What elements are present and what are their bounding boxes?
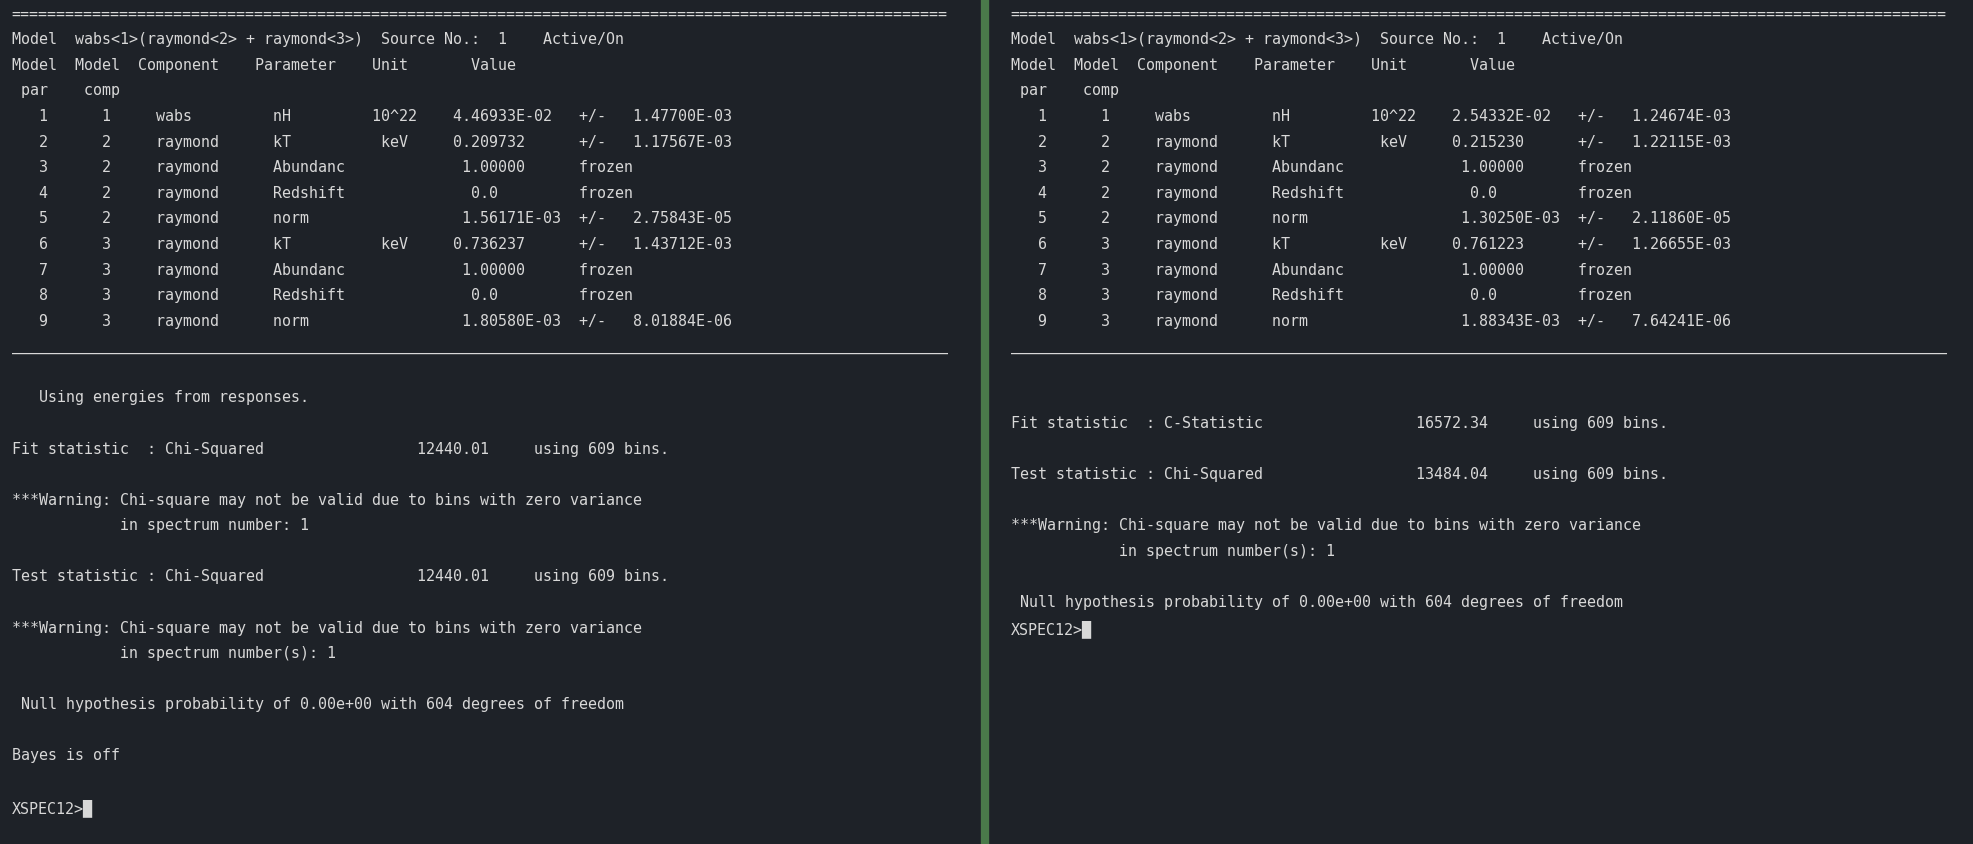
Text: 7      3     raymond      Abundanc             1.00000      frozen: 7 3 raymond Abundanc 1.00000 frozen (1010, 262, 1632, 278)
Text: Bayes is off: Bayes is off (12, 749, 120, 764)
Text: 9      3     raymond      norm                 1.88343E-03  +/-   7.64241E-06: 9 3 raymond norm 1.88343E-03 +/- 7.64241… (1010, 314, 1730, 328)
Text: ***Warning: Chi-square may not be valid due to bins with zero variance: ***Warning: Chi-square may not be valid … (1010, 518, 1640, 533)
Text: 6      3     raymond      kT          keV     0.761223      +/-   1.26655E-03: 6 3 raymond kT keV 0.761223 +/- 1.26655E… (1010, 237, 1730, 252)
Text: Using energies from responses.: Using energies from responses. (12, 391, 308, 405)
Text: par    comp: par comp (12, 84, 120, 99)
Text: ================================================================================: ========================================… (12, 7, 947, 22)
Text: Model  Model  Component    Parameter    Unit       Value: Model Model Component Parameter Unit Val… (1010, 58, 1513, 73)
Text: Fit statistic  : Chi-Squared                 12440.01     using 609 bins.: Fit statistic : Chi-Squared 12440.01 usi… (12, 441, 669, 457)
Text: 1      1     wabs         nH         10^22    2.54332E-02   +/-   1.24674E-03: 1 1 wabs nH 10^22 2.54332E-02 +/- 1.2467… (1010, 109, 1730, 124)
Text: par    comp: par comp (1010, 84, 1119, 99)
Text: 7      3     raymond      Abundanc             1.00000      frozen: 7 3 raymond Abundanc 1.00000 frozen (12, 262, 633, 278)
Text: 9      3     raymond      norm                 1.80580E-03  +/-   8.01884E-06: 9 3 raymond norm 1.80580E-03 +/- 8.01884… (12, 314, 732, 328)
Text: Test statistic : Chi-Squared                 12440.01     using 609 bins.: Test statistic : Chi-Squared 12440.01 us… (12, 570, 669, 584)
Text: 8      3     raymond      Redshift              0.0         frozen: 8 3 raymond Redshift 0.0 frozen (1010, 288, 1632, 303)
Text: Null hypothesis probability of 0.00e+00 with 604 degrees of freedom: Null hypothesis probability of 0.00e+00 … (12, 697, 623, 712)
Text: XSPEC12>█: XSPEC12>█ (1010, 620, 1091, 638)
Text: 8      3     raymond      Redshift              0.0         frozen: 8 3 raymond Redshift 0.0 frozen (12, 288, 633, 303)
Text: 1      1     wabs         nH         10^22    4.46933E-02   +/-   1.47700E-03: 1 1 wabs nH 10^22 4.46933E-02 +/- 1.4770… (12, 109, 732, 124)
Text: 3      2     raymond      Abundanc             1.00000      frozen: 3 2 raymond Abundanc 1.00000 frozen (1010, 160, 1632, 176)
Text: ***Warning: Chi-square may not be valid due to bins with zero variance: ***Warning: Chi-square may not be valid … (12, 493, 641, 508)
Text: ________________________________________________________________________________: ________________________________________… (1010, 339, 1945, 354)
Text: ***Warning: Chi-square may not be valid due to bins with zero variance: ***Warning: Chi-square may not be valid … (12, 620, 641, 636)
Text: in spectrum number: 1: in spectrum number: 1 (12, 518, 308, 533)
Text: 4      2     raymond      Redshift              0.0         frozen: 4 2 raymond Redshift 0.0 frozen (1010, 186, 1632, 201)
Text: ________________________________________________________________________________: ________________________________________… (12, 339, 947, 354)
Text: Fit statistic  : C-Statistic                 16572.34     using 609 bins.: Fit statistic : C-Statistic 16572.34 usi… (1010, 416, 1667, 431)
Text: in spectrum number(s): 1: in spectrum number(s): 1 (1010, 544, 1334, 559)
Text: XSPEC12>█: XSPEC12>█ (12, 799, 93, 817)
Text: ================================================================================: ========================================… (1010, 7, 1945, 22)
Text: Test statistic : Chi-Squared                 13484.04     using 609 bins.: Test statistic : Chi-Squared 13484.04 us… (1010, 467, 1667, 482)
Text: Model  wabs<1>(raymond<2> + raymond<3>)  Source No.:  1    Active/On: Model wabs<1>(raymond<2> + raymond<3>) S… (12, 32, 623, 47)
Text: Model  Model  Component    Parameter    Unit       Value: Model Model Component Parameter Unit Val… (12, 58, 515, 73)
Text: Model  wabs<1>(raymond<2> + raymond<3>)  Source No.:  1    Active/On: Model wabs<1>(raymond<2> + raymond<3>) S… (1010, 32, 1622, 47)
Text: 2      2     raymond      kT          keV     0.209732      +/-   1.17567E-03: 2 2 raymond kT keV 0.209732 +/- 1.17567E… (12, 135, 732, 149)
Text: 5      2     raymond      norm                 1.56171E-03  +/-   2.75843E-05: 5 2 raymond norm 1.56171E-03 +/- 2.75843… (12, 211, 732, 226)
Text: 5      2     raymond      norm                 1.30250E-03  +/-   2.11860E-05: 5 2 raymond norm 1.30250E-03 +/- 2.11860… (1010, 211, 1730, 226)
Text: 2      2     raymond      kT          keV     0.215230      +/-   1.22115E-03: 2 2 raymond kT keV 0.215230 +/- 1.22115E… (1010, 135, 1730, 149)
Text: 6      3     raymond      kT          keV     0.736237      +/-   1.43712E-03: 6 3 raymond kT keV 0.736237 +/- 1.43712E… (12, 237, 732, 252)
Text: Null hypothesis probability of 0.00e+00 with 604 degrees of freedom: Null hypothesis probability of 0.00e+00 … (1010, 595, 1622, 610)
Text: 3      2     raymond      Abundanc             1.00000      frozen: 3 2 raymond Abundanc 1.00000 frozen (12, 160, 633, 176)
Text: 4      2     raymond      Redshift              0.0         frozen: 4 2 raymond Redshift 0.0 frozen (12, 186, 633, 201)
Text: in spectrum number(s): 1: in spectrum number(s): 1 (12, 647, 335, 661)
